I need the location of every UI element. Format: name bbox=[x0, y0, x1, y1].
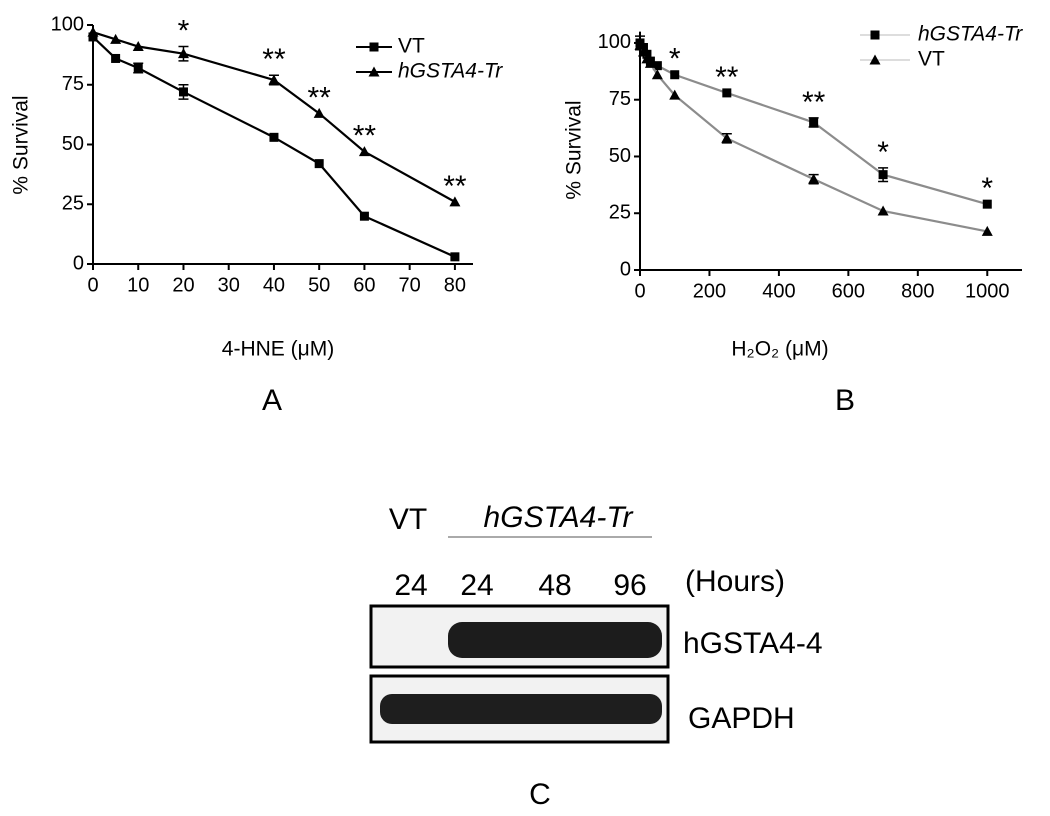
x-tick-label: 0 bbox=[634, 280, 645, 302]
y-tick-label: 75 bbox=[62, 73, 84, 95]
lane-label: 48 bbox=[538, 569, 571, 602]
x-tick-label: 80 bbox=[444, 274, 466, 296]
legend-marker bbox=[369, 42, 379, 52]
marker bbox=[111, 53, 121, 63]
lane-label: 24 bbox=[460, 569, 493, 602]
marker bbox=[178, 87, 188, 97]
y-tick-label: 25 bbox=[62, 193, 84, 215]
x-axis-label: H₂O₂ (μM) bbox=[731, 338, 828, 361]
annotation: * bbox=[669, 43, 681, 76]
lane-label: 24 bbox=[394, 569, 427, 602]
marker bbox=[878, 170, 888, 180]
x-tick-label: 10 bbox=[127, 274, 149, 296]
y-tick-label: 75 bbox=[609, 88, 631, 110]
x-tick-label: 30 bbox=[218, 274, 240, 296]
marker bbox=[634, 39, 646, 50]
marker bbox=[982, 199, 992, 209]
group-label: hGSTA4-Tr bbox=[484, 501, 634, 534]
marker bbox=[669, 89, 681, 100]
marker bbox=[269, 132, 279, 142]
marker bbox=[313, 107, 325, 118]
lane-label: 96 bbox=[613, 569, 646, 602]
legend-marker bbox=[368, 66, 380, 77]
group-label: VT bbox=[389, 503, 427, 536]
annotation: * bbox=[178, 14, 190, 47]
marker bbox=[652, 61, 662, 71]
marker bbox=[88, 32, 98, 42]
marker bbox=[87, 26, 99, 37]
y-axis-label: % Survival bbox=[563, 100, 586, 199]
annotation: ** bbox=[802, 86, 826, 119]
marker bbox=[132, 41, 144, 52]
marker bbox=[314, 159, 324, 169]
x-tick-label: 20 bbox=[172, 274, 194, 296]
marker bbox=[721, 132, 733, 143]
annotation: ** bbox=[715, 61, 739, 94]
annotation: * bbox=[877, 136, 889, 169]
legend-marker bbox=[869, 54, 881, 65]
row-label: hGSTA4-4 bbox=[683, 627, 823, 660]
marker bbox=[670, 70, 680, 80]
annotation: ** bbox=[353, 120, 377, 153]
marker bbox=[722, 88, 732, 98]
y-tick-label: 100 bbox=[51, 13, 84, 35]
marker bbox=[359, 211, 369, 221]
legend-label: VT bbox=[398, 35, 425, 58]
marker bbox=[651, 69, 663, 80]
x-tick-label: 400 bbox=[762, 280, 795, 302]
x-tick-label: 800 bbox=[901, 280, 934, 302]
blot-band bbox=[380, 694, 662, 724]
unit-label: (Hours) bbox=[685, 565, 785, 598]
panel-label: A bbox=[262, 384, 282, 417]
legend-marker bbox=[870, 30, 880, 40]
row-label: GAPDH bbox=[688, 702, 795, 735]
x-axis-label: 4-HNE (μM) bbox=[222, 338, 334, 361]
marker bbox=[809, 117, 819, 127]
x-tick-label: 0 bbox=[87, 274, 98, 296]
y-tick-label: 50 bbox=[62, 133, 84, 155]
y-tick-label: 50 bbox=[609, 145, 631, 167]
marker bbox=[133, 63, 143, 73]
x-tick-label: 60 bbox=[353, 274, 375, 296]
marker bbox=[177, 48, 189, 59]
legend-label: hGSTA4-Tr bbox=[398, 60, 503, 83]
blot-band bbox=[448, 622, 662, 658]
panel-label: C bbox=[529, 778, 551, 811]
series-line bbox=[92, 31, 456, 203]
annotation: * bbox=[981, 172, 993, 205]
y-tick-label: 0 bbox=[620, 258, 631, 280]
x-tick-label: 600 bbox=[832, 280, 865, 302]
panel-label: B bbox=[835, 384, 855, 417]
x-tick-label: 70 bbox=[399, 274, 421, 296]
annotation: ** bbox=[308, 81, 332, 114]
marker bbox=[449, 196, 461, 207]
legend-label: VT bbox=[918, 48, 945, 71]
x-tick-label: 200 bbox=[693, 280, 726, 302]
y-axis-label: % Survival bbox=[10, 95, 33, 194]
marker bbox=[450, 252, 460, 262]
legend-label: hGSTA4-Tr bbox=[918, 23, 1023, 46]
marker bbox=[268, 74, 280, 85]
marker bbox=[637, 46, 649, 57]
marker bbox=[981, 225, 993, 236]
x-tick-label: 50 bbox=[308, 274, 330, 296]
marker bbox=[877, 205, 889, 216]
x-tick-label: 40 bbox=[263, 274, 285, 296]
y-tick-label: 100 bbox=[598, 31, 631, 53]
marker bbox=[110, 33, 122, 44]
y-tick-label: 25 bbox=[609, 202, 631, 224]
marker bbox=[644, 57, 656, 68]
marker bbox=[808, 173, 820, 184]
y-tick-label: 0 bbox=[73, 252, 84, 274]
annotation: ** bbox=[262, 43, 286, 76]
blot-panel: VT hGSTA4-Tr 24 24 48 96 (Hours) hGSTA4-… bbox=[369, 501, 823, 811]
annotation: ** bbox=[443, 170, 467, 203]
marker bbox=[358, 146, 370, 157]
x-tick-label: 1000 bbox=[965, 280, 1010, 302]
